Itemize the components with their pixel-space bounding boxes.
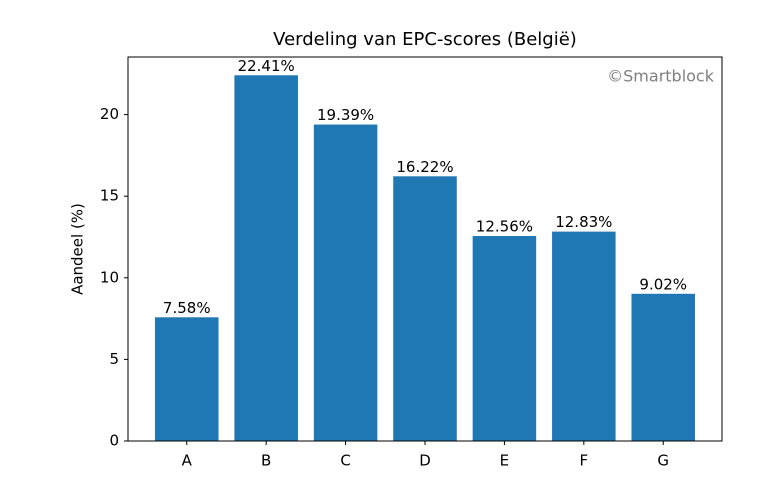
plot-frame	[127, 56, 723, 442]
y-tick-label: 15	[100, 187, 119, 205]
y-axis-label: Aandeel (%)	[69, 203, 87, 295]
x-tick-label: E	[500, 452, 509, 470]
bar	[155, 317, 219, 441]
bar	[234, 75, 298, 441]
x-tick-label: B	[261, 452, 271, 470]
bar	[472, 236, 537, 441]
bar	[313, 124, 378, 441]
y-tick-label: 0	[109, 432, 119, 450]
y-tick-label: 10	[100, 268, 119, 286]
x-tick-label: D	[419, 452, 431, 470]
value-label: 16.22%	[396, 158, 453, 176]
value-label: 12.83%	[555, 213, 612, 231]
bar	[631, 293, 695, 441]
chart-title: Verdeling van EPC-scores (België)	[273, 29, 577, 50]
value-label: 12.56%	[476, 218, 533, 236]
x-tick-label: F	[580, 452, 589, 470]
y-tick-label: 5	[109, 350, 119, 368]
value-label: 22.41%	[238, 57, 295, 75]
value-label: 19.39%	[317, 106, 374, 124]
x-tick-label: A	[182, 452, 193, 470]
y-tick-label: 20	[100, 105, 119, 123]
watermark: ©Smartblock	[607, 67, 715, 86]
bar	[393, 176, 457, 442]
value-label: 9.02%	[639, 275, 687, 293]
x-tick-label: G	[657, 452, 669, 470]
value-label: 7.58%	[163, 299, 211, 317]
bar	[552, 231, 616, 441]
x-tick-label: C	[340, 452, 350, 470]
